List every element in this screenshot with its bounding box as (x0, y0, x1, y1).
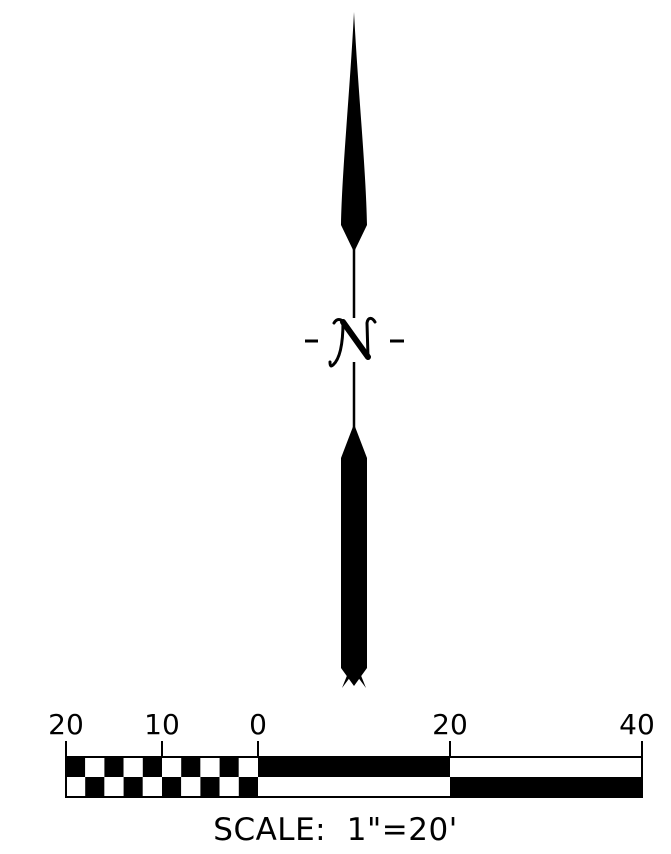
scale-checker-cell (200, 777, 220, 797)
scale-checker-cell (162, 777, 182, 797)
scale-checker-cell (85, 757, 105, 777)
scale-checker-cell (142, 777, 162, 797)
scale-tick-label-0: 0 (249, 708, 267, 741)
north-arrow-upper-head (341, 12, 367, 252)
north-letter-glyph (328, 316, 377, 368)
scale-checker-cell (181, 757, 201, 777)
scale-checker-cell (104, 757, 124, 777)
scale-checker-cell (142, 757, 162, 777)
scale-segment-bottom-white (258, 777, 450, 797)
north-arrow-lower-tail (341, 424, 367, 686)
scale-checker-cell (238, 757, 258, 777)
scale-segment-top-white (450, 757, 642, 777)
scale-checker-cell (200, 757, 220, 777)
scale-checker-cell (104, 777, 124, 797)
scale-tick-label-20-left: 20 (48, 708, 84, 741)
scale-checker-cell (219, 777, 239, 797)
scale-bar-outline (65, 756, 643, 798)
scale-checker-cell (123, 777, 143, 797)
scale-tick-label-40: 40 (619, 708, 655, 741)
scale-segment-top-black (258, 757, 450, 777)
scale-title: SCALE: 1"=20' (213, 812, 458, 848)
scale-checker-cell (181, 777, 201, 797)
scale-segment-bottom-black (450, 777, 642, 797)
scale-checker-cell (66, 757, 86, 777)
scale-subdivision-checker (66, 757, 258, 797)
scale-checker-cell (123, 757, 143, 777)
scale-tick-label-10: 10 (144, 708, 180, 741)
scale-checker-cell (85, 777, 105, 797)
scale-checker-cell (238, 777, 258, 797)
north-arrow-tail-notch (342, 658, 366, 688)
scale-checker-cell (162, 757, 182, 777)
scale-checker-cell (66, 777, 86, 797)
scale-checker-cell (219, 757, 239, 777)
scale-tick-label-20-right: 20 (432, 708, 468, 741)
scale-bar (65, 741, 643, 798)
